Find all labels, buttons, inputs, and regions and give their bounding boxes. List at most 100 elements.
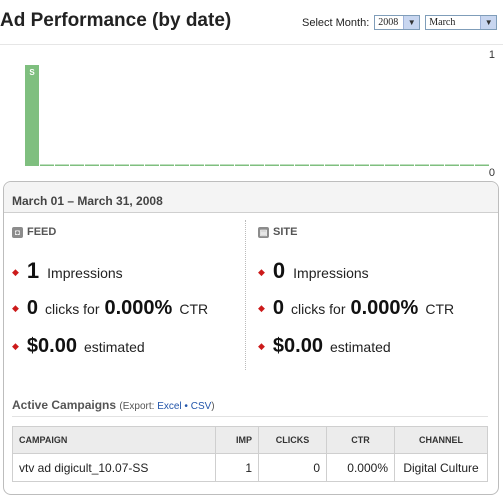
month-select[interactable]: March ▼ <box>425 15 498 30</box>
feed-revenue-stat: ◆ $0.00 estimated <box>12 335 150 358</box>
chart-bar-day-16[interactable] <box>250 164 264 167</box>
export-excel-link[interactable]: Excel <box>157 401 182 412</box>
chart-bar-day-3[interactable] <box>55 164 69 167</box>
chart-bar-day-15[interactable] <box>235 164 249 167</box>
year-select-value: 2008 <box>378 17 399 28</box>
site-clicks-for: clicks for <box>291 301 346 317</box>
export-prefix: (Export: <box>119 401 155 412</box>
chart-bar-day-30[interactable] <box>460 164 474 167</box>
site-column: ▤ SITE ◆ 0 Impressions ◆ 0 clicks for 0.… <box>258 224 488 357</box>
table-row[interactable]: vtv ad digicult_10.07-SS 1 0 0.000% Digi… <box>12 453 488 482</box>
rss-icon: ◘ <box>12 226 23 238</box>
campaigns-table: CAMPAIGN IMP CLICKS CTR CHANNEL vtv ad d… <box>12 426 488 482</box>
chart-bar-day-22[interactable] <box>340 164 354 167</box>
chart-bar-day-17[interactable] <box>265 164 279 167</box>
export-suffix: ) <box>211 401 215 412</box>
diamond-bullet-icon: ◆ <box>258 303 265 313</box>
chart-bar-day-12[interactable] <box>190 164 204 167</box>
diamond-bullet-icon: ◆ <box>258 341 265 351</box>
active-campaigns-title: Active Campaigns (Export: Excel • CSV) <box>12 398 215 412</box>
chart-bar-day-18[interactable] <box>280 164 294 167</box>
page-icon: ▤ <box>258 226 269 238</box>
site-revenue-value: $0.00 <box>272 335 323 357</box>
panel-header: March 01 – March 31, 2008 <box>4 182 498 213</box>
site-heading: ▤ SITE <box>258 224 488 240</box>
chevron-down-icon[interactable]: ▼ <box>480 16 497 29</box>
campaign-ctr: 0.000% <box>326 453 395 482</box>
chart-bar-day-10[interactable] <box>160 164 174 167</box>
feed-revenue-label: estimated <box>83 339 145 355</box>
chart-bar-day-21[interactable] <box>325 164 339 167</box>
chart-bar-day-8[interactable] <box>130 164 144 167</box>
chart-bar-day-6[interactable] <box>100 164 114 167</box>
chart-bar-day-26[interactable] <box>400 164 414 167</box>
col-channel[interactable]: CHANNEL <box>394 426 488 454</box>
feed-clicks-for: clicks for <box>45 301 100 317</box>
chart-bar-day-20[interactable] <box>310 164 324 167</box>
campaigns-divider <box>12 416 488 417</box>
export-csv-link[interactable]: CSV <box>190 401 212 412</box>
chart-bar-day-25[interactable] <box>385 164 399 167</box>
chart-bar-day-31[interactable] <box>475 164 489 167</box>
chart-bar-day-11[interactable] <box>175 164 189 167</box>
feed-impressions-stat: ◆ 1 Impressions <box>12 258 128 284</box>
col-imp[interactable]: IMP <box>215 426 259 454</box>
site-clicks-stat: ◆ 0 clicks for 0.000% CTR <box>258 297 459 320</box>
chart-bar-day-28[interactable] <box>430 164 444 167</box>
chart-svg: S <box>25 65 489 167</box>
chart-bar-day-1[interactable] <box>25 65 39 166</box>
feed-clicks-value: 0 <box>26 297 39 319</box>
diamond-bullet-icon: ◆ <box>12 341 19 351</box>
diamond-bullet-icon: ◆ <box>12 267 19 277</box>
site-revenue-label: estimated <box>329 339 391 355</box>
campaign-clicks: 0 <box>258 453 327 482</box>
export-links: (Export: Excel • CSV) <box>119 401 214 412</box>
chart-bar-day-19[interactable] <box>295 164 309 167</box>
chevron-down-icon[interactable]: ▼ <box>403 16 420 29</box>
export-separator: • <box>184 401 188 412</box>
campaign-channel: Digital Culture <box>394 453 488 482</box>
chart-bar-day-23[interactable] <box>355 164 369 167</box>
feed-ctr-value: 0.000% <box>104 297 173 319</box>
diamond-bullet-icon: ◆ <box>258 267 265 277</box>
diamond-bullet-icon: ◆ <box>12 303 19 313</box>
y-axis-min-label: 0 <box>488 167 495 179</box>
col-clicks[interactable]: CLICKS <box>258 426 327 454</box>
feed-clicks-stat: ◆ 0 clicks for 0.000% CTR <box>12 297 213 320</box>
month-select-value: March <box>429 17 456 28</box>
site-heading-label: SITE <box>273 226 298 238</box>
month-picker: Select Month: 2008 ▼ March ▼ <box>302 15 498 30</box>
site-impressions-label: Impressions <box>293 265 369 281</box>
feed-impressions-value: 1 <box>26 258 40 283</box>
feed-heading: ◘ FEED <box>12 224 242 240</box>
year-select[interactable]: 2008 ▼ <box>374 15 421 30</box>
chart-bar-day-2[interactable] <box>40 164 54 167</box>
chart-bar-day-29[interactable] <box>445 164 459 167</box>
site-impressions-value: 0 <box>272 258 286 283</box>
campaign-name: vtv ad digicult_10.07-SS <box>12 453 216 482</box>
col-campaign[interactable]: CAMPAIGN <box>12 426 216 454</box>
chart-bar-marker: S <box>29 68 35 77</box>
col-ctr[interactable]: CTR <box>326 426 395 454</box>
chart-bar-day-14[interactable] <box>220 164 234 167</box>
daily-chart: S <box>0 44 503 175</box>
stats-panel: March 01 – March 31, 2008 ◘ FEED ◆ 1 Imp… <box>3 181 499 495</box>
date-range: March 01 – March 31, 2008 <box>12 194 163 208</box>
site-ctr-label: CTR <box>425 301 455 317</box>
site-revenue-stat: ◆ $0.00 estimated <box>258 335 396 358</box>
chart-bar-day-13[interactable] <box>205 164 219 167</box>
chart-bar-day-7[interactable] <box>115 164 129 167</box>
chart-bar-day-5[interactable] <box>85 164 99 167</box>
chart-bar-day-27[interactable] <box>415 164 429 167</box>
feed-column: ◘ FEED ◆ 1 Impressions ◆ 0 clicks for 0.… <box>12 224 242 357</box>
feed-heading-label: FEED <box>27 226 57 238</box>
chart-bar-day-4[interactable] <box>70 164 84 167</box>
page-title: Ad Performance (by date) <box>0 10 232 31</box>
column-divider <box>245 220 246 370</box>
site-impressions-stat: ◆ 0 Impressions <box>258 258 374 284</box>
chart-bar-day-24[interactable] <box>370 164 384 167</box>
site-clicks-value: 0 <box>272 297 285 319</box>
active-campaigns-label: Active Campaigns <box>12 398 117 412</box>
feed-ctr-label: CTR <box>179 301 209 317</box>
chart-bar-day-9[interactable] <box>145 164 159 167</box>
